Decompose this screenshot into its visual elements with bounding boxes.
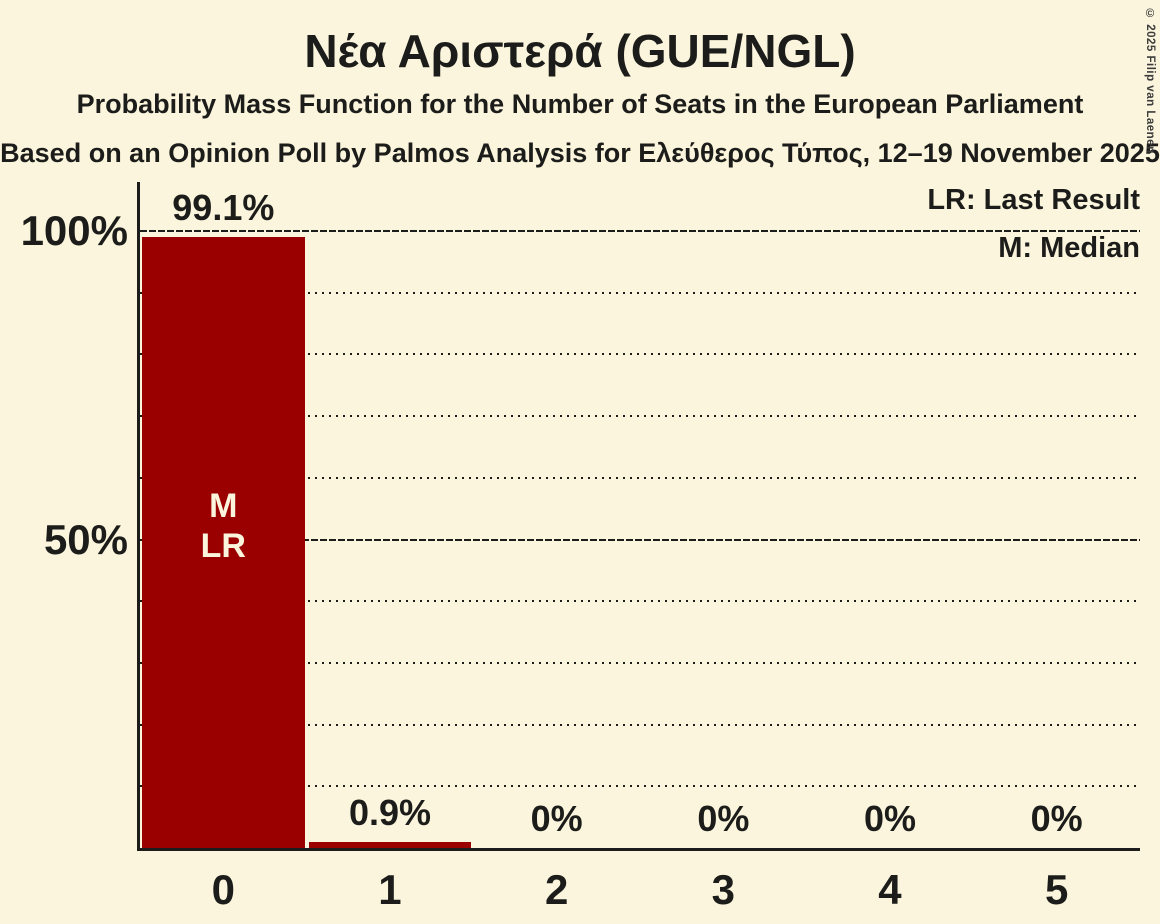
median-last-result-annotation: M LR: [200, 487, 246, 565]
gridline-60pct: [140, 476, 1140, 479]
gridline-50pct: [140, 538, 1140, 541]
gridline-10pct: [140, 785, 1140, 788]
gridline-80pct: [140, 353, 1140, 356]
bar-value-label-0: 99.1%: [172, 186, 275, 228]
x-tick-label-5: 5: [1044, 866, 1069, 913]
legend-last-result: LR: Last Result: [927, 184, 1140, 216]
x-tick-label-2: 2: [544, 866, 569, 913]
gridline-70pct: [140, 415, 1140, 418]
gridline-30pct: [140, 661, 1140, 664]
bar-value-label-4: 0%: [863, 798, 916, 839]
gridline-90pct: [140, 291, 1140, 294]
chart-subtitle: Probability Mass Function for the Number…: [76, 89, 1084, 119]
gridline-20pct: [140, 723, 1140, 726]
bar-value-label-2: 0%: [530, 798, 583, 839]
y-tick-label-50pct: 50%: [43, 515, 128, 563]
x-tick-label-0: 0: [211, 866, 235, 913]
y-tick-label-100pct: 100%: [20, 207, 128, 254]
bar-value-label-3: 0%: [697, 798, 750, 839]
x-tick-label-1: 1: [378, 866, 402, 913]
gridline-40pct: [140, 600, 1140, 603]
plot-area: 99.1% 0.9% 0% 0% 0% 0% M LR: [137, 182, 1140, 851]
copyright-notice: © 2025 Filip van Laenen: [1144, 8, 1156, 154]
bar-value-label-5: 0%: [1030, 798, 1083, 839]
legend-median: M: Median: [998, 232, 1140, 264]
gridline-100pct: [140, 230, 1140, 232]
bar-seats-0: [142, 236, 305, 848]
x-tick-label-4: 4: [878, 866, 902, 913]
chart-source-line: Based on an Opinion Poll by Palmos Analy…: [0, 138, 1160, 168]
bar-value-label-1: 0.9%: [348, 792, 432, 834]
chart-title: Νέα Αριστερά (GUE/NGL): [304, 25, 856, 77]
x-tick-label-3: 3: [711, 866, 735, 913]
bar-seats-1: [308, 842, 472, 848]
